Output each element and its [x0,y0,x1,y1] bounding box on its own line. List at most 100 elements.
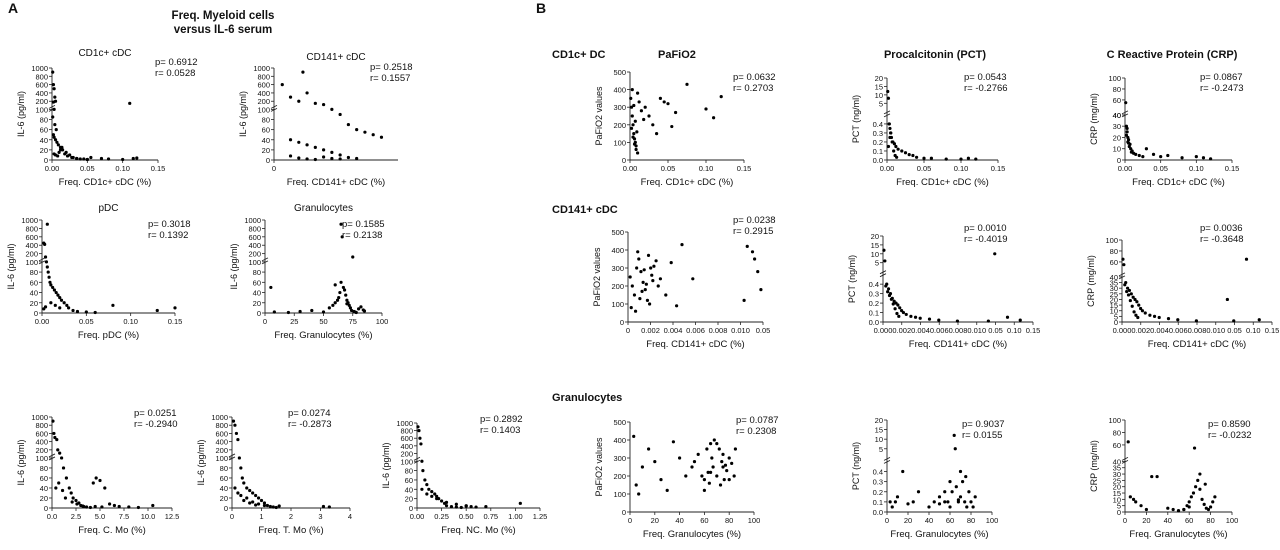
y-tick-label: 20 [1110,295,1118,304]
x-tick-label: 0.004 [911,326,930,335]
data-point [313,101,317,105]
data-point [54,486,58,490]
data-point [937,495,942,499]
y-tick-label: 100 [35,454,48,463]
y-tick-label: 5 [1114,312,1118,321]
data-point [900,149,904,153]
data-point [56,448,60,452]
y-tick-label: 400 [611,246,624,255]
x-tick-label: 0.05 [1153,164,1168,173]
x-tick-label: 0.000 [1113,326,1132,335]
x-tick-label: 0 [628,516,632,525]
data-point [62,301,66,305]
y-tick-label: 400 [215,438,228,447]
data-point [895,155,899,159]
stat-p-value: p= 0.3018 [148,219,191,230]
data-point [280,83,284,87]
data-point [1209,505,1213,509]
data-point [484,504,488,509]
x-axis-label: Freq. Granulocytes (%) [274,330,372,341]
y-tick-label: 15 [875,426,883,435]
x-tick-label: 80 [725,516,733,525]
data-point [641,280,645,284]
data-point [53,95,57,99]
data-point [1128,298,1132,303]
data-point [430,494,434,498]
x-tick-label: 0.15 [1026,326,1041,335]
y-axis-break-mark [261,260,269,265]
data-point [1139,306,1143,311]
column-header-crp: C Reactive Protein (CRP) [1107,49,1238,61]
x-tick-label: 0 [230,512,234,521]
x-tick-label: 0.010 [1206,326,1225,335]
data-point [918,316,922,320]
data-point [1123,283,1127,287]
data-point [93,504,97,509]
data-point [632,132,636,136]
data-point [721,452,725,456]
data-point [927,505,931,509]
data-point [357,307,361,311]
data-point [639,109,644,113]
data-point [419,442,423,446]
data-point [651,123,655,127]
data-point [427,487,431,491]
y-tick-label: 40 [253,289,261,298]
data-point [1171,507,1175,512]
x-tick-label: 0.10 [1246,326,1261,335]
row-label-cd141-cdc: CD141+ cDC [552,204,618,216]
data-point [51,83,56,87]
data-point [297,99,301,103]
data-point [888,135,892,140]
data-point [322,155,326,159]
data-point [642,268,646,272]
chart-title: CD141+ cDC [306,52,365,63]
y-axis-break-mark [228,456,236,461]
x-tick-label: 0.008 [949,326,968,335]
data-point [705,447,709,451]
data-point [430,490,434,494]
data-point [236,491,240,495]
data-point [310,308,314,313]
x-tick-label: 0.75 [483,512,498,521]
data-point [416,425,420,429]
data-point [911,500,915,504]
data-point [638,297,642,301]
data-point [669,261,673,265]
data-point [337,296,341,300]
y-tick-label: 400 [25,241,38,250]
data-point [650,273,654,277]
data-point [898,306,902,310]
data-point [649,266,653,270]
y-tick-label: 600 [35,429,48,438]
x-tick-label: 25 [290,317,298,326]
data-point [298,309,302,314]
data-point [1201,156,1206,160]
data-point [658,96,663,100]
data-point [888,500,892,504]
data-point [906,502,910,506]
data-point [84,505,89,509]
y-tick-label: 400 [613,86,626,95]
data-point [56,293,60,297]
data-point [745,244,749,248]
data-point [112,503,116,508]
y-axis-label: CRP (mg/ml) [1089,440,1099,492]
data-point [706,470,710,474]
data-point [646,253,651,257]
x-tick-label: 100 [986,516,999,525]
data-point [654,259,658,263]
data-point [696,452,700,456]
y-axis-break-mark [261,257,269,262]
data-point [433,492,437,496]
x-tick-label: 12.5 [165,512,180,521]
data-point [890,505,894,509]
data-point [909,314,913,318]
data-point [256,496,261,500]
x-tick-label: 0.008 [1188,326,1207,335]
data-point [297,156,301,160]
